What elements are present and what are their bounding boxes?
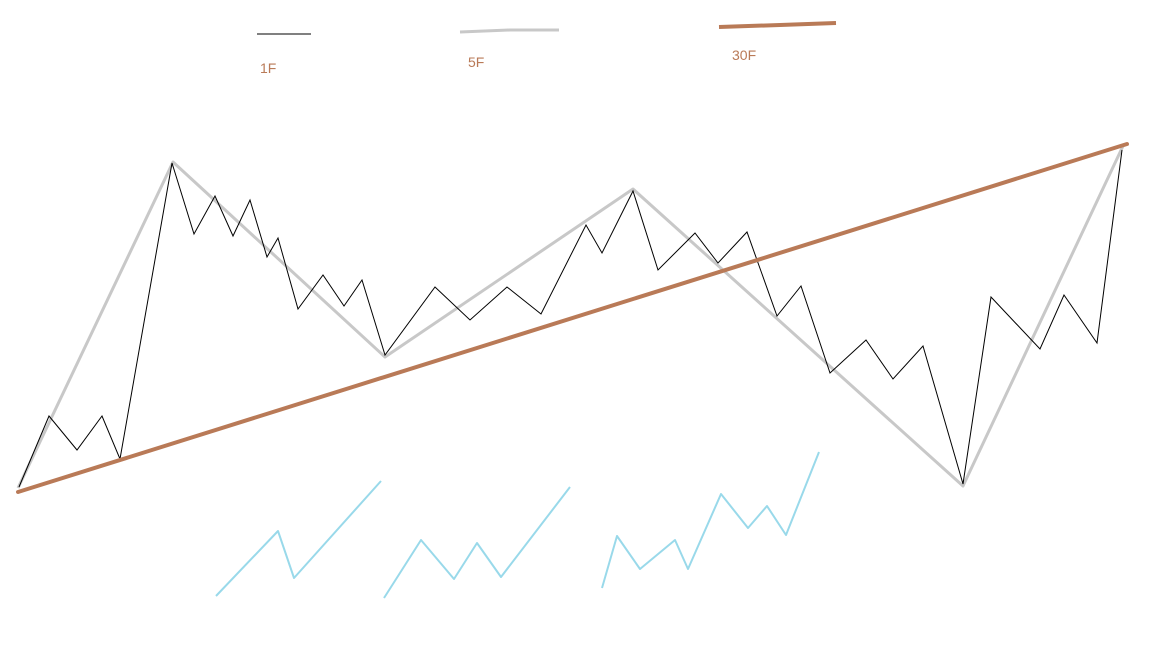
swing-line-5f <box>16 145 1125 489</box>
price-line-1f <box>18 149 1123 488</box>
legend-item-30f: 30F <box>718 21 837 63</box>
legend-label-30f: 30F <box>732 47 756 63</box>
legend-item-1f: 1F <box>257 33 311 76</box>
sketch-patterns <box>215 451 820 599</box>
legend-swatch-5f <box>459 28 559 34</box>
legend-label-5f: 5F <box>468 54 484 70</box>
trend-line-30f <box>16 142 1129 494</box>
sketch-pattern-2 <box>383 486 571 599</box>
legend: 1F 5F 30F <box>257 21 837 76</box>
sketch-pattern-3 <box>601 451 820 589</box>
legend-label-1f: 1F <box>260 60 276 76</box>
sketch-pattern-1 <box>215 480 382 597</box>
legend-item-5f: 5F <box>459 28 559 70</box>
legend-swatch-30f <box>718 21 837 29</box>
